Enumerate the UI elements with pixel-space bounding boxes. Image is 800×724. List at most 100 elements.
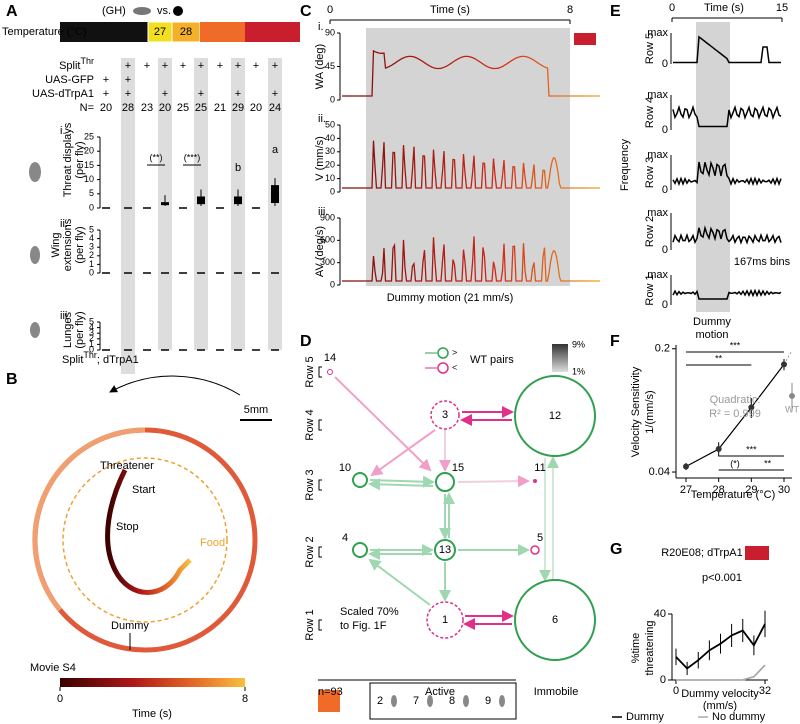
genotype-mark: + (125, 74, 131, 86)
panel-g-art (745, 546, 769, 560)
gray-column (121, 58, 135, 374)
legend-label: No dummy (712, 711, 766, 723)
group-label: Active (425, 686, 455, 698)
fly-icon (30, 246, 40, 264)
point (715, 446, 722, 453)
y-tick-label: 600 (320, 235, 335, 245)
superscript: Thr (81, 56, 95, 66)
node-label: 3 (442, 409, 448, 421)
node (352, 472, 368, 488)
n-value: 20 (159, 102, 171, 114)
y-axis-label: AV (deg/s) (314, 226, 326, 277)
temperature: 28 (180, 26, 192, 38)
genotype-mark: + (103, 74, 109, 86)
row-label: Row 5 (304, 356, 316, 387)
n-value: 20 (250, 102, 262, 114)
trajectory (105, 468, 192, 595)
y-tick-label: 3 (89, 328, 94, 338)
key-label: 7 (413, 695, 419, 707)
trace (672, 160, 782, 187)
x-tick-label: 0 (673, 685, 679, 697)
n-value: 20 (100, 102, 112, 114)
panel-label: G (610, 541, 622, 558)
y-tick-label: 0 (662, 244, 668, 256)
node-label: 12 (549, 410, 561, 422)
y-tick-label: max (647, 207, 668, 219)
group-label: Immobile (534, 686, 579, 698)
row-bracket (318, 366, 322, 378)
annotation: Stop (116, 521, 139, 533)
node-label: 1 (442, 614, 448, 626)
trace (342, 236, 600, 282)
comparison: (GH) (102, 5, 126, 17)
y-tick-label: 5 (89, 224, 94, 234)
movie-label: Movie S4 (30, 662, 76, 674)
y-tick-label: 0 (89, 202, 94, 212)
note: to Fig. 1F (340, 620, 387, 632)
colorbar-tick-label: 8 (242, 693, 248, 705)
y-axis-label: extensions (62, 218, 74, 271)
node (434, 539, 456, 561)
section-numeral: iii. (60, 310, 70, 322)
temperature: 27 (154, 26, 166, 38)
row-label: Row 2 (644, 216, 656, 247)
fly-icon (133, 7, 151, 15)
y-tick-label: 10 (84, 174, 94, 184)
significance: *** (746, 444, 757, 454)
y-axis-label: Frequency (619, 139, 631, 191)
line (685, 364, 785, 468)
n-value: 28 (122, 102, 134, 114)
legend-label: WT pairs (470, 354, 514, 366)
node-label: 6 (552, 614, 558, 626)
y-tick-label: max (647, 89, 668, 101)
y-tick-label: 40 (325, 133, 335, 143)
n-value: 25 (195, 102, 207, 114)
genotype-mark: + (235, 60, 241, 72)
y-tick-label: 0 (330, 186, 335, 196)
y-tick-label: 45 (325, 61, 335, 71)
y-tick-label: 0 (660, 674, 666, 686)
x-tick-label: 0 (669, 2, 675, 14)
temp-segment (60, 22, 148, 42)
section-numeral: ii. (60, 218, 68, 230)
y-tick-label: 30 (325, 146, 335, 156)
significance: (**) (150, 152, 163, 162)
fly-icon (30, 322, 40, 338)
section-numeral: i. (60, 125, 66, 137)
node-label: 10 (339, 462, 351, 474)
y-tick-label: 0 (662, 124, 668, 136)
y-tick-label: 900 (320, 212, 335, 222)
genotype-swatch (745, 546, 769, 560)
arena-ring (32, 427, 146, 612)
panel-label: D (300, 333, 312, 350)
genotype-label: UAS-dTrpA1 (32, 88, 94, 100)
row-label: Row 4 (304, 409, 316, 440)
row-label: Row 3 (644, 157, 656, 188)
edge (334, 376, 432, 472)
x-tick-label: 15 (776, 2, 788, 14)
annotation: Food (200, 537, 225, 549)
row-bracket (318, 479, 322, 491)
y-tick-label: 40 (654, 608, 666, 620)
y-tick-label: 50 (325, 119, 335, 129)
y-tick-label: 15 (84, 160, 94, 170)
edge (368, 558, 431, 606)
n-value: 25 (177, 102, 189, 114)
y-axis-label: V (mm/s) (314, 136, 326, 181)
genotype-footer: SplitThr; dTrpA1 (62, 350, 139, 366)
x-axis-label: Time (s) (430, 4, 470, 16)
stimulus-label: motion (695, 329, 728, 341)
text-part: Split (59, 60, 80, 72)
trace (342, 49, 600, 97)
y-tick-label: 0 (89, 344, 94, 354)
key-label: 9 (485, 695, 491, 707)
row-label: Row 3 (304, 469, 316, 500)
chart-title: R20E08; dTrpA1 (661, 547, 743, 559)
row-label: Row 4 (644, 97, 656, 128)
genotype-mark: + (103, 88, 109, 100)
key-label: 2 (377, 695, 383, 707)
y-tick-label: 25 (84, 131, 94, 141)
genotype-mark: + (162, 60, 168, 72)
node (533, 479, 537, 483)
node (352, 542, 368, 558)
